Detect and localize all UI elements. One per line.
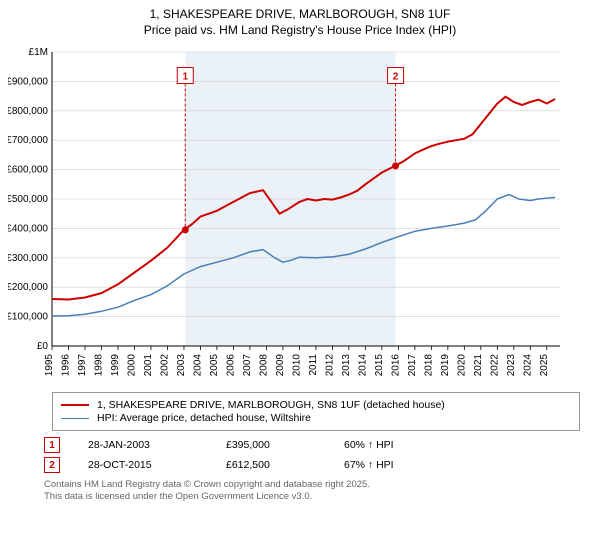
svg-text:2005: 2005 <box>209 354 220 377</box>
legend-label: 1, SHAKESPEARE DRIVE, MARLBOROUGH, SN8 1… <box>97 399 445 411</box>
title-line-1: 1, SHAKESPEARE DRIVE, MARLBOROUGH, SN8 1… <box>0 6 600 22</box>
sale-badge: 2 <box>44 457 60 473</box>
svg-text:2013: 2013 <box>341 354 352 377</box>
svg-text:2025: 2025 <box>539 354 550 377</box>
legend-label: HPI: Average price, detached house, Wilt… <box>97 412 311 424</box>
sale-price: £395,000 <box>226 439 316 451</box>
svg-text:£500,000: £500,000 <box>8 194 48 205</box>
sale-date: 28-OCT-2015 <box>88 459 198 471</box>
svg-text:2002: 2002 <box>159 354 170 377</box>
svg-text:1997: 1997 <box>77 354 88 377</box>
title-line-2: Price paid vs. HM Land Registry's House … <box>0 22 600 38</box>
svg-text:2001: 2001 <box>143 354 154 377</box>
svg-text:£100,000: £100,000 <box>8 312 48 323</box>
svg-text:2010: 2010 <box>291 354 302 377</box>
svg-text:2009: 2009 <box>275 354 286 377</box>
sale-price: £612,500 <box>226 459 316 471</box>
svg-text:£800,000: £800,000 <box>8 106 48 117</box>
sale-row: 1 28-JAN-2003 £395,000 60% ↑ HPI <box>44 437 580 453</box>
price-chart: £0 £100,000 £200,000 £300,000 £400,000 £500,0… <box>8 46 568 386</box>
legend-row: 1, SHAKESPEARE DRIVE, MARLBOROUGH, SN8 1… <box>61 399 571 411</box>
svg-text:£600,000: £600,000 <box>8 165 48 176</box>
svg-text:£0: £0 <box>37 341 49 352</box>
svg-text:2019: 2019 <box>440 354 451 377</box>
svg-text:£1M: £1M <box>29 47 48 58</box>
svg-text:1996: 1996 <box>60 354 71 377</box>
svg-text:2020: 2020 <box>456 354 467 377</box>
legend-box: 1, SHAKESPEARE DRIVE, MARLBOROUGH, SN8 1… <box>52 392 580 431</box>
svg-text:2016: 2016 <box>390 354 401 377</box>
sales-table: 1 28-JAN-2003 £395,000 60% ↑ HPI 2 28-OCT-201… <box>44 437 580 473</box>
svg-text:2003: 2003 <box>176 354 187 377</box>
svg-text:2015: 2015 <box>374 354 385 377</box>
svg-text:2021: 2021 <box>473 354 484 377</box>
footer-line-2: This data is licensed under the Open Gov… <box>44 491 580 503</box>
svg-text:2006: 2006 <box>225 354 236 377</box>
svg-text:£700,000: £700,000 <box>8 136 48 147</box>
sale-badge: 1 <box>44 437 60 453</box>
svg-text:2014: 2014 <box>357 354 368 377</box>
legend-swatch <box>61 404 89 406</box>
svg-text:1: 1 <box>182 72 188 83</box>
svg-text:2012: 2012 <box>324 354 335 377</box>
chart-title-block: 1, SHAKESPEARE DRIVE, MARLBOROUGH, SN8 1… <box>0 0 600 42</box>
legend-row: HPI: Average price, detached house, Wilt… <box>61 412 571 424</box>
svg-text:£300,000: £300,000 <box>8 253 48 264</box>
svg-text:1995: 1995 <box>44 354 55 377</box>
svg-text:2017: 2017 <box>407 354 418 377</box>
svg-text:£400,000: £400,000 <box>8 224 48 235</box>
svg-text:£200,000: £200,000 <box>8 283 48 294</box>
sale-row: 2 28-OCT-2015 £612,500 67% ↑ HPI <box>44 457 580 473</box>
svg-text:2: 2 <box>393 72 399 83</box>
svg-text:2022: 2022 <box>489 354 500 377</box>
svg-text:2024: 2024 <box>522 354 533 377</box>
svg-text:£900,000: £900,000 <box>8 77 48 88</box>
svg-text:2018: 2018 <box>423 354 434 377</box>
sale-date: 28-JAN-2003 <box>88 439 198 451</box>
sale-hpi: 67% ↑ HPI <box>344 459 394 471</box>
sale-hpi: 60% ↑ HPI <box>344 439 394 451</box>
svg-text:2007: 2007 <box>242 354 253 377</box>
legend-swatch <box>61 418 89 420</box>
svg-text:1998: 1998 <box>93 354 104 377</box>
svg-text:2023: 2023 <box>506 354 517 377</box>
svg-text:2000: 2000 <box>126 354 137 377</box>
footer-line-1: Contains HM Land Registry data © Crown c… <box>44 479 580 491</box>
svg-text:1999: 1999 <box>110 354 121 377</box>
svg-text:2008: 2008 <box>258 354 269 377</box>
chart-container: £0 £100,000 £200,000 £300,000 £400,000 £500,0… <box>8 46 592 386</box>
svg-text:2004: 2004 <box>192 354 203 377</box>
footer-attribution: Contains HM Land Registry data © Crown c… <box>44 479 580 503</box>
svg-text:2011: 2011 <box>308 354 319 376</box>
